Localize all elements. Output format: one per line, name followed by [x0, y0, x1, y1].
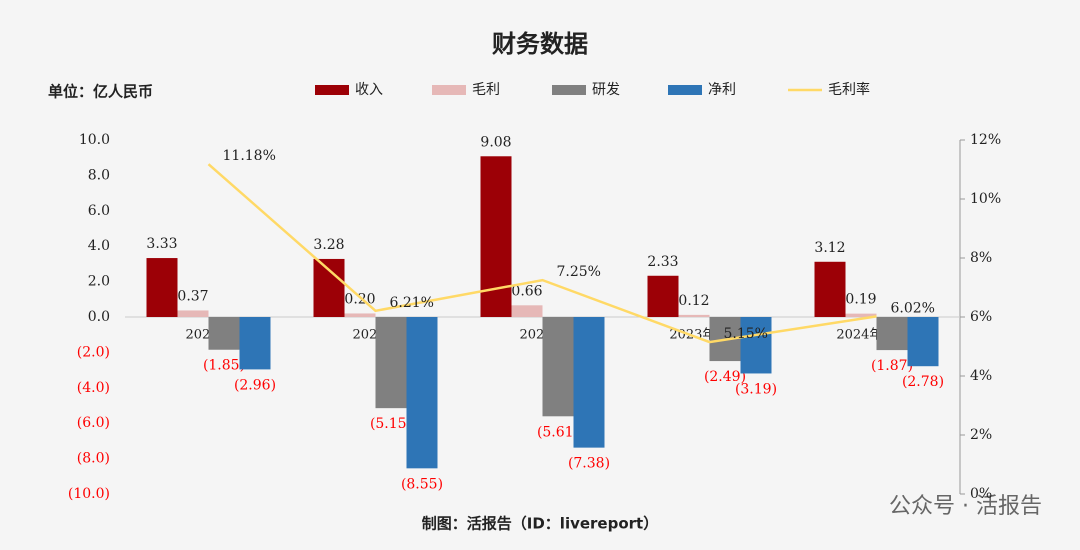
- value-label: (8.55): [401, 476, 443, 492]
- value-label: (7.38): [568, 456, 610, 472]
- y2-tick-label: 12%: [970, 132, 1001, 148]
- value-label: (2.96): [234, 377, 276, 393]
- bar: [740, 317, 772, 374]
- bar: [313, 258, 345, 317]
- bar: [177, 310, 209, 317]
- y-tick-label: 6.0: [88, 203, 110, 219]
- bar: [480, 156, 512, 317]
- bar: [375, 317, 407, 409]
- bar: [511, 305, 543, 317]
- y2-tick-label: 8%: [970, 250, 992, 266]
- value-label: 3.33: [146, 236, 177, 252]
- value-label: 3.28: [313, 237, 344, 253]
- legend-swatch: [315, 85, 349, 95]
- bar: [678, 314, 710, 317]
- value-label: (2.78): [902, 374, 944, 390]
- bar: [876, 317, 908, 351]
- y-tick-label: (4.0): [77, 380, 110, 396]
- bar: [146, 258, 178, 317]
- value-label: 0.12: [678, 293, 709, 309]
- source: 制图：活报告（ID：livereport）: [422, 515, 658, 533]
- line-value-label: 11.18%: [223, 148, 276, 164]
- y-tick-label: (6.0): [77, 415, 110, 431]
- line-value-label: 6.21%: [390, 295, 434, 311]
- bar: [208, 317, 240, 350]
- bar: [406, 317, 438, 469]
- value-label: (3.19): [735, 381, 777, 397]
- value-label: (5.15): [370, 416, 412, 432]
- bar: [814, 261, 846, 317]
- line-value-label: 6.02%: [891, 300, 935, 316]
- value-label: 0.66: [511, 283, 542, 299]
- value-label: 9.08: [480, 134, 511, 150]
- y-tick-label: (8.0): [77, 451, 110, 467]
- legend-label: 毛利率: [828, 81, 870, 98]
- unit-label: 单位：亿人民币: [48, 83, 153, 101]
- y-tick-label: (2.0): [77, 344, 110, 360]
- value-label: 0.37: [177, 288, 208, 304]
- value-label: 0.19: [845, 292, 876, 308]
- legend-swatch: [432, 85, 466, 95]
- y-tick-label: 2.0: [88, 274, 110, 290]
- watermark: 公众号 · 活报告: [889, 494, 1042, 519]
- y2-tick-label: 2%: [970, 427, 992, 443]
- legend-swatch: [668, 85, 702, 95]
- bar: [845, 313, 877, 317]
- value-label: (1.87): [871, 358, 913, 374]
- bar: [542, 317, 574, 417]
- value-label: (2.49): [704, 369, 746, 385]
- value-label: (5.61): [537, 424, 579, 440]
- bar: [239, 317, 271, 370]
- line-value-label: 7.25%: [557, 264, 601, 280]
- line-value-label: 5.15%: [724, 326, 768, 342]
- bar: [344, 313, 376, 317]
- legend-label: 毛利: [472, 82, 500, 98]
- y2-tick-label: 0%: [970, 486, 992, 502]
- y-tick-label: (10.0): [68, 486, 110, 502]
- y-tick-label: 10.0: [79, 132, 110, 148]
- bar: [647, 275, 679, 317]
- y2-tick-label: 6%: [970, 309, 992, 325]
- line: [207, 163, 877, 344]
- value-label: 3.12: [814, 240, 845, 256]
- value-label: 2.33: [647, 254, 678, 270]
- y-tick-label: 4.0: [88, 238, 110, 254]
- legend-label: 收入: [355, 82, 383, 98]
- chart-title: 财务数据: [492, 30, 588, 58]
- y-tick-label: 0.0: [88, 309, 110, 325]
- y2-tick-label: 4%: [970, 368, 992, 384]
- bar: [573, 317, 605, 448]
- y-tick-label: 8.0: [88, 167, 110, 183]
- bar: [907, 317, 939, 367]
- legend-swatch: [552, 85, 586, 95]
- value-label: (1.85): [203, 358, 245, 374]
- legend-label: 净利: [708, 82, 736, 98]
- y2-tick-label: 10%: [970, 191, 1001, 207]
- legend-label: 研发: [592, 82, 620, 98]
- value-label: 0.20: [344, 291, 375, 307]
